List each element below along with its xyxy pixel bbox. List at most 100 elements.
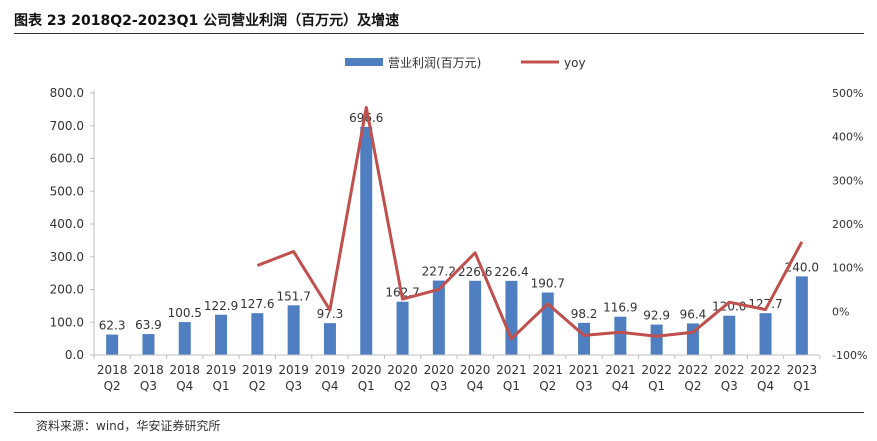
x-tick-label-year: 2022 bbox=[641, 363, 672, 377]
x-tick-label-year: 2022 bbox=[678, 363, 709, 377]
x-tick-label-quarter: Q1 bbox=[358, 379, 375, 393]
x-tick-label-year: 2019 bbox=[278, 363, 309, 377]
bar bbox=[759, 313, 772, 355]
x-tick-label-quarter: Q1 bbox=[648, 379, 665, 393]
x-tick-label-quarter: Q3 bbox=[430, 379, 447, 393]
right-axis-tick-label: 300% bbox=[832, 174, 863, 187]
x-tick-label-year: 2023 bbox=[787, 363, 818, 377]
x-tick-label-quarter: Q4 bbox=[176, 379, 193, 393]
x-tick-label-quarter: Q2 bbox=[539, 379, 556, 393]
x-tick-label-year: 2018 bbox=[133, 363, 164, 377]
bar-value-label: 696.6 bbox=[349, 111, 383, 125]
bar bbox=[215, 314, 228, 355]
x-tick-label-quarter: Q2 bbox=[249, 379, 266, 393]
x-tick-label-quarter: Q4 bbox=[612, 379, 629, 393]
bar-value-label: 122.9 bbox=[204, 299, 238, 313]
x-tick-label-year: 2020 bbox=[387, 363, 418, 377]
bar-series bbox=[106, 126, 808, 356]
bar-value-label: 190.7 bbox=[531, 277, 565, 291]
bar-value-label: 240.0 bbox=[785, 260, 819, 274]
bar-value-label: 116.9 bbox=[603, 301, 637, 315]
left-axis-tick-label: 100.0 bbox=[50, 315, 84, 329]
source-rule bbox=[14, 412, 864, 413]
left-axis-tick-label: 800.0 bbox=[50, 86, 84, 100]
bar bbox=[142, 334, 155, 355]
x-tick-label-year: 2021 bbox=[569, 363, 600, 377]
left-axis-tick-label: 700.0 bbox=[50, 119, 84, 133]
bar-value-label: 100.5 bbox=[168, 306, 202, 320]
right-axis-tick-label: 500% bbox=[832, 87, 863, 100]
x-tick-label-year: 2018 bbox=[97, 363, 128, 377]
x-tick-label-year: 2019 bbox=[315, 363, 346, 377]
x-tick-label-year: 2022 bbox=[750, 363, 781, 377]
bar bbox=[650, 324, 663, 355]
x-tick-label-quarter: Q4 bbox=[467, 379, 484, 393]
bar-value-label: 97.3 bbox=[317, 307, 344, 321]
bar bbox=[178, 322, 191, 355]
x-tick-label-year: 2021 bbox=[605, 363, 636, 377]
x-tick-label-quarter: Q1 bbox=[213, 379, 230, 393]
title-rule bbox=[14, 33, 864, 34]
yoy-line bbox=[256, 105, 804, 341]
x-tick-label-quarter: Q1 bbox=[503, 379, 520, 393]
x-tick-label-year: 2019 bbox=[206, 363, 237, 377]
x-tick-label-year: 2021 bbox=[532, 363, 563, 377]
x-tick-label-quarter: Q3 bbox=[140, 379, 157, 393]
left-axis-tick-label: 600.0 bbox=[50, 152, 84, 166]
bar bbox=[541, 292, 554, 355]
x-tick-label-year: 2020 bbox=[351, 363, 382, 377]
x-tick-label-quarter: Q2 bbox=[394, 379, 411, 393]
bar bbox=[795, 276, 808, 355]
left-axis-tick-label: 400.0 bbox=[50, 217, 84, 231]
bar-value-label: 226.4 bbox=[494, 265, 528, 279]
left-axis-tick-label: 300.0 bbox=[50, 250, 84, 264]
figure-title: 图表 23 2018Q2-2023Q1 公司营业利润（百万元）及增速 bbox=[14, 13, 400, 29]
x-tick-label-quarter: Q3 bbox=[721, 379, 738, 393]
x-tick-label-quarter: Q2 bbox=[104, 379, 121, 393]
x-tick-label-year: 2019 bbox=[242, 363, 273, 377]
bar-value-label: 96.4 bbox=[680, 307, 707, 321]
bar-value-label: 63.9 bbox=[135, 318, 162, 332]
legend: 营业利润(百万元) yoy bbox=[345, 56, 586, 70]
x-tick-label-quarter: Q4 bbox=[757, 379, 774, 393]
x-tick-label-year: 2020 bbox=[424, 363, 455, 377]
x-tick-label-year: 2018 bbox=[169, 363, 200, 377]
bar-value-label: 92.9 bbox=[643, 309, 670, 323]
x-tick-label-year: 2020 bbox=[460, 363, 491, 377]
bar-value-label: 98.2 bbox=[571, 307, 598, 321]
right-axis-tick-label: -100% bbox=[832, 349, 867, 362]
right-axis-tick-label: 100% bbox=[832, 262, 863, 275]
bar bbox=[614, 316, 627, 355]
legend-line-label: yoy bbox=[564, 56, 586, 70]
x-tick-label-quarter: Q3 bbox=[285, 379, 302, 393]
right-axis-tick-label: 0% bbox=[832, 305, 849, 318]
bar bbox=[578, 322, 591, 355]
x-tick-label-quarter: Q1 bbox=[793, 379, 810, 393]
left-axis: 0.0 100.0 200.0 300.0 400.0 500.0 600.0 700.0 80… bbox=[50, 86, 95, 362]
bar bbox=[106, 334, 119, 355]
bar bbox=[287, 305, 300, 355]
bar bbox=[432, 280, 445, 355]
bar bbox=[469, 280, 482, 355]
x-tick-label-year: 2022 bbox=[714, 363, 745, 377]
legend-bar-label: 营业利润(百万元) bbox=[388, 56, 481, 70]
x-tick-label-quarter: Q3 bbox=[576, 379, 593, 393]
right-axis: -100% 0% 100% 200% 300% 400% 500% bbox=[832, 87, 867, 362]
bar-value-label: 127.6 bbox=[240, 297, 274, 311]
bar-value-label: 151.7 bbox=[276, 289, 310, 303]
bar bbox=[505, 280, 518, 355]
bar-value-label: 62.3 bbox=[99, 319, 126, 333]
yoy-series bbox=[256, 105, 804, 341]
bar-value-label: 227.2 bbox=[422, 265, 456, 279]
x-tick-label-quarter: Q2 bbox=[684, 379, 701, 393]
left-axis-tick-label: 200.0 bbox=[50, 283, 84, 297]
x-tick-label-quarter: Q4 bbox=[321, 379, 338, 393]
left-axis-tick-label: 500.0 bbox=[50, 184, 84, 198]
x-tick-label-year: 2021 bbox=[496, 363, 527, 377]
right-axis-tick-label: 200% bbox=[832, 218, 863, 231]
bar bbox=[360, 126, 373, 356]
bar bbox=[723, 315, 736, 355]
bar bbox=[323, 323, 336, 355]
legend-bar-swatch bbox=[345, 58, 383, 66]
